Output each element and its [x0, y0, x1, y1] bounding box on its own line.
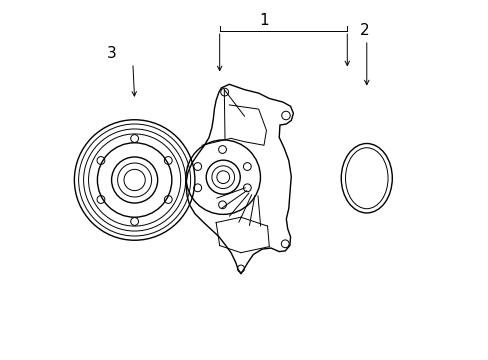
- Text: 3: 3: [106, 46, 116, 61]
- Text: 1: 1: [259, 13, 268, 28]
- Text: 2: 2: [360, 23, 369, 38]
